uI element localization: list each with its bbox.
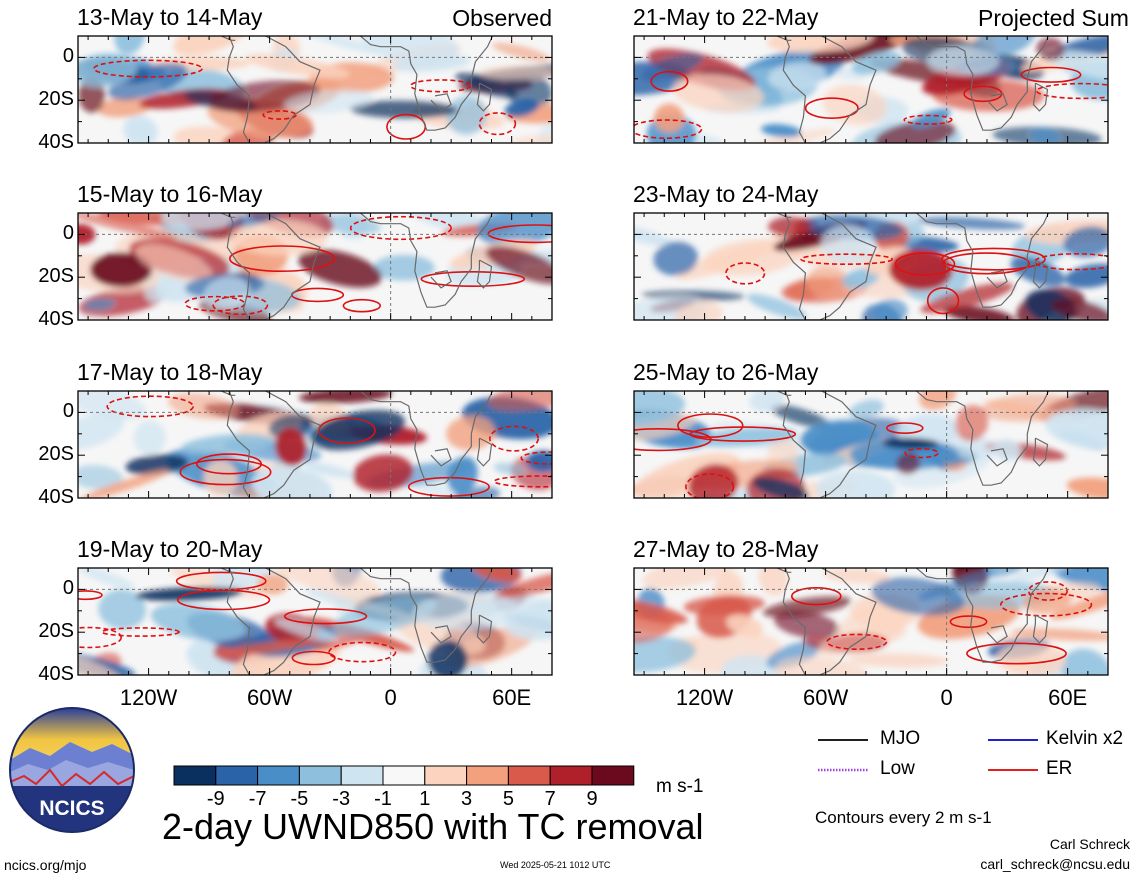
er-contours xyxy=(106,395,552,497)
colorbar-swatch xyxy=(340,765,384,786)
coastlines xyxy=(776,36,1050,143)
ncics-logo: NCICS xyxy=(9,707,135,833)
colorbar-tick-label: 1 xyxy=(419,788,431,810)
panel-title: 19-May to 20-May xyxy=(77,536,263,562)
map-panel xyxy=(633,212,1109,321)
er-contours xyxy=(78,571,397,666)
lat-tick-label: 40S xyxy=(38,486,74,508)
coastlines xyxy=(776,391,1050,498)
panel-tag: Observed xyxy=(452,5,552,31)
coastlines xyxy=(220,568,494,675)
colorbar-swatch xyxy=(591,765,635,786)
coastlines xyxy=(776,568,1050,675)
map-panel xyxy=(77,390,553,499)
er-contours xyxy=(93,59,517,140)
footer-email: carl_schreck@ncsu.edu xyxy=(980,856,1130,872)
wind-anomaly-shading xyxy=(634,391,1108,498)
wind-anomaly-shading xyxy=(78,213,552,320)
panel-title: 17-May to 18-May xyxy=(77,359,263,385)
lon-tick-label: 120W xyxy=(675,685,734,710)
colorbar-tick-label: -1 xyxy=(374,788,392,810)
er-contours xyxy=(725,247,1108,315)
coastlines xyxy=(776,213,1050,320)
lon-tick-label: 0 xyxy=(940,685,953,710)
colorbar-swatch xyxy=(424,765,468,786)
colorbar-units: m s-1 xyxy=(656,776,704,797)
lon-tick-label: 120W xyxy=(119,685,178,710)
map-panel xyxy=(77,567,553,676)
lat-tick-label: 0 xyxy=(62,400,74,423)
panel-title: 13-May to 14-May xyxy=(77,4,263,30)
colorbar-tick-label: 7 xyxy=(544,788,556,810)
lat-tick-label: 0 xyxy=(62,577,74,600)
map-panel xyxy=(77,35,553,144)
footer-timestamp: Wed 2025-05-21 1012 UTC xyxy=(500,860,611,870)
wind-anomaly-shading xyxy=(78,391,552,498)
lat-tick-label: 0 xyxy=(62,45,74,68)
coastlines xyxy=(220,391,494,498)
lon-tick-label: 60W xyxy=(802,685,849,710)
lat-tick-label: 40S xyxy=(38,131,74,153)
er-contours xyxy=(634,413,939,498)
map-panel xyxy=(633,390,1109,499)
legend-label: Low xyxy=(880,758,915,779)
colorbar xyxy=(173,765,635,786)
panel-title: 15-May to 16-May xyxy=(77,181,263,207)
legend-label: Kelvin x2 xyxy=(1046,728,1124,749)
colorbar-tick-label: -3 xyxy=(332,788,351,810)
coastlines xyxy=(220,213,494,320)
panel-title: 25-May to 26-May xyxy=(633,359,819,385)
logo-text: NCICS xyxy=(39,797,104,820)
lat-tick-label: 20S xyxy=(38,443,74,466)
lon-tick-label: 0 xyxy=(384,685,397,710)
colorbar-swatch xyxy=(466,765,509,786)
footer-url: ncics.org/mjo xyxy=(4,857,87,873)
lat-tick-label: 0 xyxy=(62,222,74,245)
wind-anomaly-shading xyxy=(78,568,552,675)
map-panel xyxy=(633,567,1109,676)
main-title: 2-day UWND850 with TC removal xyxy=(162,806,704,847)
lon-tick-label: 60E xyxy=(1048,685,1088,710)
footer-author: Carl Schreck xyxy=(1049,836,1130,852)
lat-tick-label: 20S xyxy=(38,88,74,111)
colorbar-swatch xyxy=(507,765,551,786)
colorbar-tick-label: -5 xyxy=(290,788,309,810)
colorbar-swatch xyxy=(257,765,300,786)
lat-tick-label: 20S xyxy=(38,265,74,288)
legend-label: ER xyxy=(1046,758,1073,779)
legend xyxy=(818,739,1038,772)
legend-label: MJO xyxy=(880,728,921,749)
coastlines xyxy=(220,36,494,143)
lon-tick-label: 60W xyxy=(246,685,293,710)
lat-tick-label: 40S xyxy=(38,663,74,685)
colorbar-tick-label: -7 xyxy=(248,788,267,810)
colorbar-tick-label: 5 xyxy=(502,788,514,810)
colorbar-swatch xyxy=(298,765,342,786)
colorbar-swatch xyxy=(549,765,593,786)
panel-title: 23-May to 24-May xyxy=(633,181,819,207)
wind-anomaly-shading xyxy=(634,568,1108,675)
wind-anomaly-shading xyxy=(78,36,552,143)
colorbar-tick-label: 3 xyxy=(461,788,473,810)
panel-tag: Projected Sum xyxy=(978,5,1129,31)
colorbar-tick-label: 9 xyxy=(586,788,598,810)
map-panel xyxy=(77,212,553,321)
lat-tick-label: 20S xyxy=(38,620,74,643)
contour-note: Contours every 2 m s-1 xyxy=(815,808,992,827)
panel-title: 27-May to 28-May xyxy=(633,536,819,562)
lon-tick-label: 60E xyxy=(492,685,532,710)
colorbar-swatch xyxy=(173,765,217,786)
lat-tick-label: 40S xyxy=(38,308,74,330)
map-panel xyxy=(633,35,1109,144)
colorbar-tick-label: -9 xyxy=(206,788,225,810)
panel-title: 21-May to 22-May xyxy=(633,4,819,30)
colorbar-swatch xyxy=(215,765,259,786)
er-contours xyxy=(790,581,1093,665)
colorbar-swatch xyxy=(382,765,426,786)
